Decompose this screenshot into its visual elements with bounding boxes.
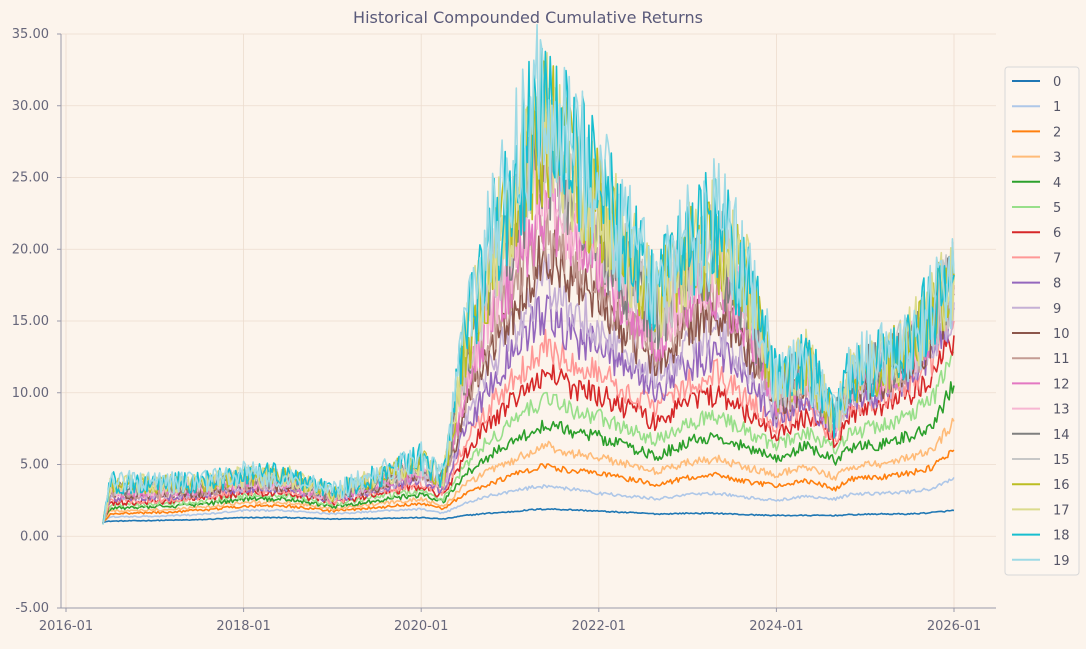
legend-label: 6 xyxy=(1053,226,1061,241)
legend-label: 8 xyxy=(1053,277,1061,292)
legend-label: 11 xyxy=(1053,352,1070,367)
legend-label: 15 xyxy=(1053,453,1070,468)
y-tick-label: -5.00 xyxy=(15,601,49,616)
legend-label: 14 xyxy=(1053,428,1070,443)
x-tick-label: 2018-01 xyxy=(216,619,270,634)
legend-box xyxy=(1004,66,1080,576)
legend-label: 19 xyxy=(1053,554,1070,569)
y-tick-label: 10.00 xyxy=(12,386,49,401)
series-line-3 xyxy=(102,417,955,524)
legend-label: 3 xyxy=(1053,151,1061,166)
x-tick-label: 2026-01 xyxy=(927,619,981,634)
legend-label: 1 xyxy=(1053,100,1061,115)
legend-label: 12 xyxy=(1053,377,1070,392)
axes: -5.00 0.00 5.00 10.00 15.00 20.00 25.00 30.00 35… xyxy=(12,27,996,634)
y-tick-label: 15.00 xyxy=(12,314,49,329)
series-line-5 xyxy=(102,351,955,524)
legend-label: 13 xyxy=(1053,403,1070,418)
legend-label: 2 xyxy=(1053,125,1061,140)
series-layer xyxy=(102,23,955,525)
x-tick-label: 2024-01 xyxy=(749,619,803,634)
legend-label: 5 xyxy=(1053,201,1061,216)
series-line-19 xyxy=(102,23,955,525)
legend-label: 9 xyxy=(1053,302,1061,317)
chart-title: Historical Compounded Cumulative Returns xyxy=(353,8,703,27)
series-line-18 xyxy=(102,47,955,525)
series-line-0 xyxy=(102,507,955,524)
series-line-2 xyxy=(102,449,955,523)
y-tick-label: 25.00 xyxy=(12,171,49,186)
y-tick-label: 5.00 xyxy=(20,458,49,473)
x-tick-label: 2016-01 xyxy=(39,619,93,634)
legend-label: 18 xyxy=(1053,529,1070,544)
legend-label: 17 xyxy=(1053,503,1070,518)
legend-label: 10 xyxy=(1053,327,1070,342)
series-line-1 xyxy=(102,476,955,523)
legend-label: 16 xyxy=(1053,478,1070,493)
x-tick-label: 2022-01 xyxy=(572,619,626,634)
legend-label: 7 xyxy=(1053,251,1061,266)
y-tick-label: 35.00 xyxy=(12,27,49,42)
legend-label: 0 xyxy=(1053,75,1061,90)
x-tick-label: 2020-01 xyxy=(394,619,448,634)
y-tick-label: 0.00 xyxy=(20,529,49,544)
y-tick-label: 20.00 xyxy=(12,242,49,257)
legend-label: 4 xyxy=(1053,176,1061,191)
series-line-4 xyxy=(102,381,955,524)
y-tick-label: 30.00 xyxy=(12,99,49,114)
